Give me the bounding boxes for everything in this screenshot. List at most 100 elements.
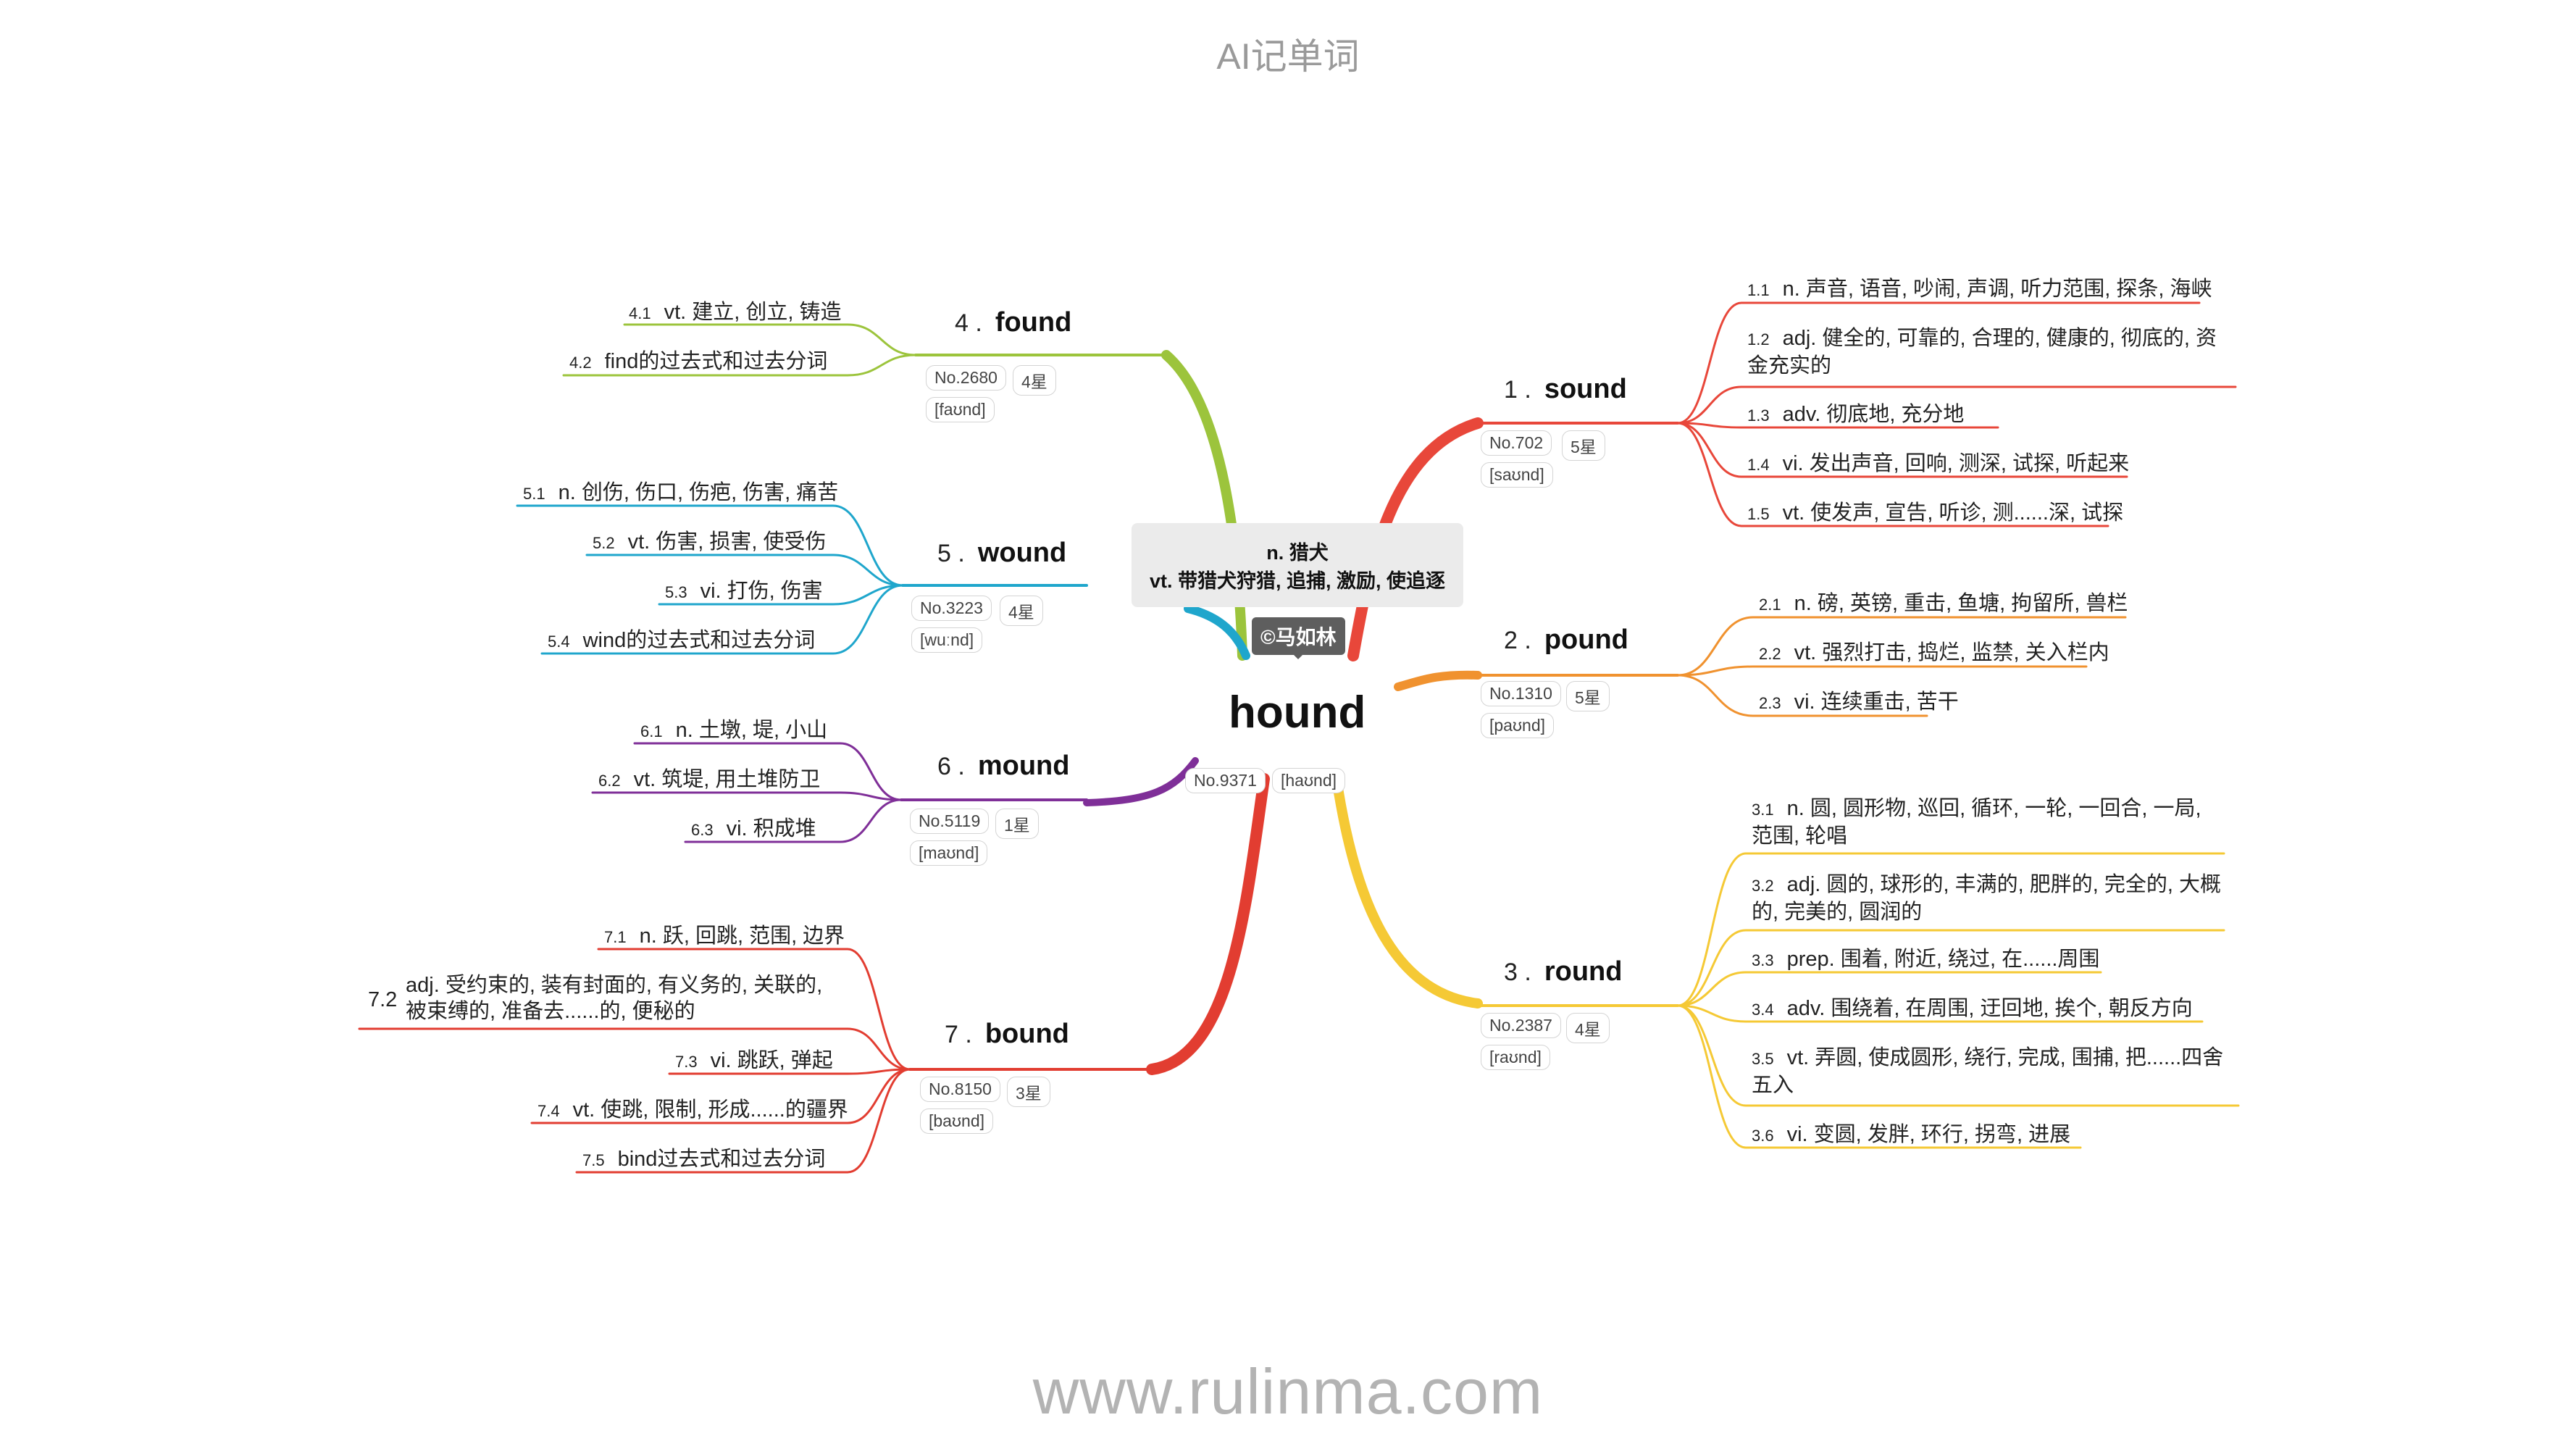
- branch-2-word: pound: [1544, 625, 1628, 655]
- leaf-7-2: adj. 受约束的, 装有封面的, 有义务的, 关联的, 被束缚的, 准备去..…: [406, 974, 823, 1023]
- leaf-6-1: 6.1 n. 土墩, 堤, 小山: [640, 719, 828, 742]
- branch-7-word: bound: [984, 1019, 1069, 1049]
- leaf-connector-13: [1676, 1004, 2240, 1107]
- leaf-4-1: 4.1 vt. 建立, 创立, 铸造: [629, 301, 842, 324]
- leaf-connector-1: [1676, 301, 2201, 425]
- leaf-connector-5: [1676, 422, 2109, 527]
- branch-2-number: 2 .: [1504, 627, 1531, 654]
- leaf-connector-20: [540, 584, 904, 655]
- leaf-connector-4: [1676, 422, 2128, 478]
- leaf-1-3: 1.3 adv. 彻底地, 充分地: [1747, 403, 1965, 426]
- link-center-bound: [1146, 773, 1270, 1075]
- leaf-3-5: 3.5 vt. 弄圆, 使成圆形, 绕行, 完成, 围捕, 把......四舍五入: [1752, 1046, 2224, 1097]
- leaf-1-1: 1.1 n. 声音, 语音, 吵闹, 声调, 听力范围, 探条, 海峡: [1747, 277, 2212, 301]
- branch-1-phonetic: [saʊnd]: [1481, 462, 1553, 488]
- branch-1-number: 1 .: [1504, 376, 1531, 404]
- branch-3-stars: 4星: [1566, 1013, 1610, 1043]
- leaf-connector-14: [1676, 1004, 2082, 1149]
- branch-4-stars: 4星: [1013, 365, 1056, 396]
- branch-7-title[interactable]: 7 . bound: [945, 1019, 1069, 1050]
- branch-3-word: round: [1544, 956, 1623, 987]
- leaf-6-3: 6.3 vi. 积成堆: [691, 817, 816, 840]
- leaf-1-5: 1.5 vt. 使发声, 宣告, 听诊, 测......深, 试探: [1747, 501, 2124, 525]
- leaf-connector-27: [530, 1068, 911, 1124]
- branch-6-word: mound: [977, 751, 1070, 781]
- branch-7-number: 7 .: [945, 1021, 972, 1048]
- center-definition-box: n. 猎犬 vt. 带猎犬狩猎, 追捕, 激励, 使追逐: [1132, 523, 1463, 607]
- leaf-3-1: 3.1 n. 圆, 圆形物, 巡回, 循环, 一轮, 一回合, 一局, 范围, 轮…: [1752, 797, 2201, 848]
- leaf-3-3: 3.3 prep. 围着, 附近, 绕过, 在......周围: [1752, 948, 2100, 971]
- branch-2-rank: No.1310: [1481, 681, 1561, 706]
- leaf-3-6: 3.6 vi. 变圆, 发胖, 环行, 拐弯, 进展: [1752, 1123, 2071, 1146]
- copyright-badge: ©马如林: [1252, 617, 1345, 655]
- branch-1-rank: No.702: [1481, 430, 1552, 456]
- center-rank: No.9371: [1185, 768, 1266, 793]
- branch-4-number: 4 .: [955, 309, 982, 337]
- leaf-1-4: 1.4 vi. 发出声音, 回响, 测深, 试探, 听起来: [1747, 452, 2130, 475]
- branch-6-rank: No.5119: [910, 809, 990, 834]
- leaf-connector-9: [1676, 852, 2225, 1007]
- leaf-3-4: 3.4 adv. 围绕着, 在周围, 迂回地, 挨个, 朝反方向: [1752, 997, 2193, 1020]
- leaf-connector-25: [358, 1027, 911, 1071]
- leaf-connector-6: [1676, 616, 2127, 677]
- leaf-5-4: 5.4 wind的过去式和过去分词: [548, 629, 816, 652]
- branch-6-stars: 1星: [995, 809, 1039, 839]
- link-center-sound: [1347, 417, 1484, 661]
- center-word: hound: [1229, 688, 1366, 738]
- link-center-mound: [1083, 757, 1199, 806]
- leaf-connector-7: [1676, 665, 2088, 677]
- leaf-connector-3: [1676, 422, 1999, 429]
- branch-4-word: found: [995, 307, 1072, 338]
- branch-3-title[interactable]: 3 . round: [1504, 956, 1622, 987]
- branch-6-phonetic: [maʊnd]: [910, 840, 988, 866]
- branch-5-rank: No.3223: [911, 596, 992, 621]
- leaf-connector-22: [591, 791, 903, 801]
- leaf-2-3: 2.3 vi. 连续重击, 苦干: [1759, 690, 1959, 714]
- branch-4-title[interactable]: 4 . found: [955, 307, 1071, 338]
- branch-4-phonetic: [faʊnd]: [926, 397, 995, 422]
- leaf-4-2: 4.2 find的过去式和过去分词: [569, 350, 828, 373]
- branch-1-word: sound: [1544, 374, 1627, 404]
- leaf-connector-26: [668, 1068, 911, 1075]
- leaf-connector-21: [633, 742, 903, 801]
- leaf-7-4: 7.4 vt. 使跳, 限制, 形成......的疆界: [538, 1098, 848, 1122]
- leaf-connector-23: [684, 798, 903, 843]
- leaf-5-1: 5.1 n. 创伤, 伤口, 伤疤, 伤害, 痛苦: [523, 481, 839, 504]
- leaf-connector-18: [585, 554, 904, 587]
- center-phonetic: [haʊnd]: [1272, 768, 1346, 793]
- branch-5-title[interactable]: 5 . wound: [937, 538, 1066, 569]
- link-center-found: [1161, 350, 1247, 661]
- leaf-6-2: 6.2 vt. 筑堤, 用土堆防卫: [598, 768, 821, 791]
- leaf-connector-11: [1676, 971, 2102, 1007]
- leaf-connector-17: [516, 504, 904, 587]
- leaf-connector-16: [562, 354, 917, 377]
- branch-1-title[interactable]: 1 . sound: [1504, 374, 1627, 405]
- leaf-connector-15: [623, 323, 917, 356]
- leaf-3-2: 3.2 adj. 圆的, 球形的, 丰满的, 肥胖的, 完全的, 大概的, 完美的…: [1752, 873, 2221, 924]
- leaf-2-2: 2.2 vt. 强烈打击, 捣烂, 监禁, 关入栏内: [1759, 641, 2109, 664]
- branch-6-title[interactable]: 6 . mound: [937, 751, 1069, 782]
- leaf-connector-28: [575, 1068, 911, 1174]
- leaf-5-3: 5.3 vi. 打伤, 伤害: [665, 580, 823, 603]
- leaf-7-1: 7.1 n. 跃, 回跳, 范围, 边界: [604, 924, 845, 948]
- center-meaning-verb: vt. 带猎犬狩猎, 追捕, 激励, 使追逐: [1149, 570, 1446, 592]
- leaf-5-2: 5.2 vt. 伤害, 损害, 使受伤: [593, 530, 827, 554]
- app-title: AI记单词: [1216, 36, 1360, 77]
- branch-3-phonetic: [raʊnd]: [1481, 1045, 1550, 1070]
- leaf-connector-2: [1676, 385, 2237, 425]
- center-meaning-noun: n. 猎犬: [1266, 542, 1329, 564]
- branch-2-title[interactable]: 2 . pound: [1504, 625, 1628, 656]
- link-center-round: [1331, 774, 1483, 1009]
- link-center-pound: [1394, 670, 1482, 691]
- branch-2-phonetic: [paʊnd]: [1481, 713, 1555, 738]
- leaf-7-2-number: 7.2: [368, 988, 398, 1011]
- branch-4-rank: No.2680: [926, 365, 1006, 391]
- branch-3-rank: No.2387: [1481, 1013, 1561, 1038]
- badge-pointer: [1291, 652, 1305, 659]
- branch-5-stars: 4星: [1000, 596, 1043, 626]
- footer-url: www.rulinma.com: [1032, 1356, 1544, 1427]
- leaf-connector-10: [1676, 929, 2225, 1007]
- leaf-connector-24: [597, 948, 911, 1071]
- leaf-7-5: 7.5 bind过去式和过去分词: [582, 1148, 826, 1171]
